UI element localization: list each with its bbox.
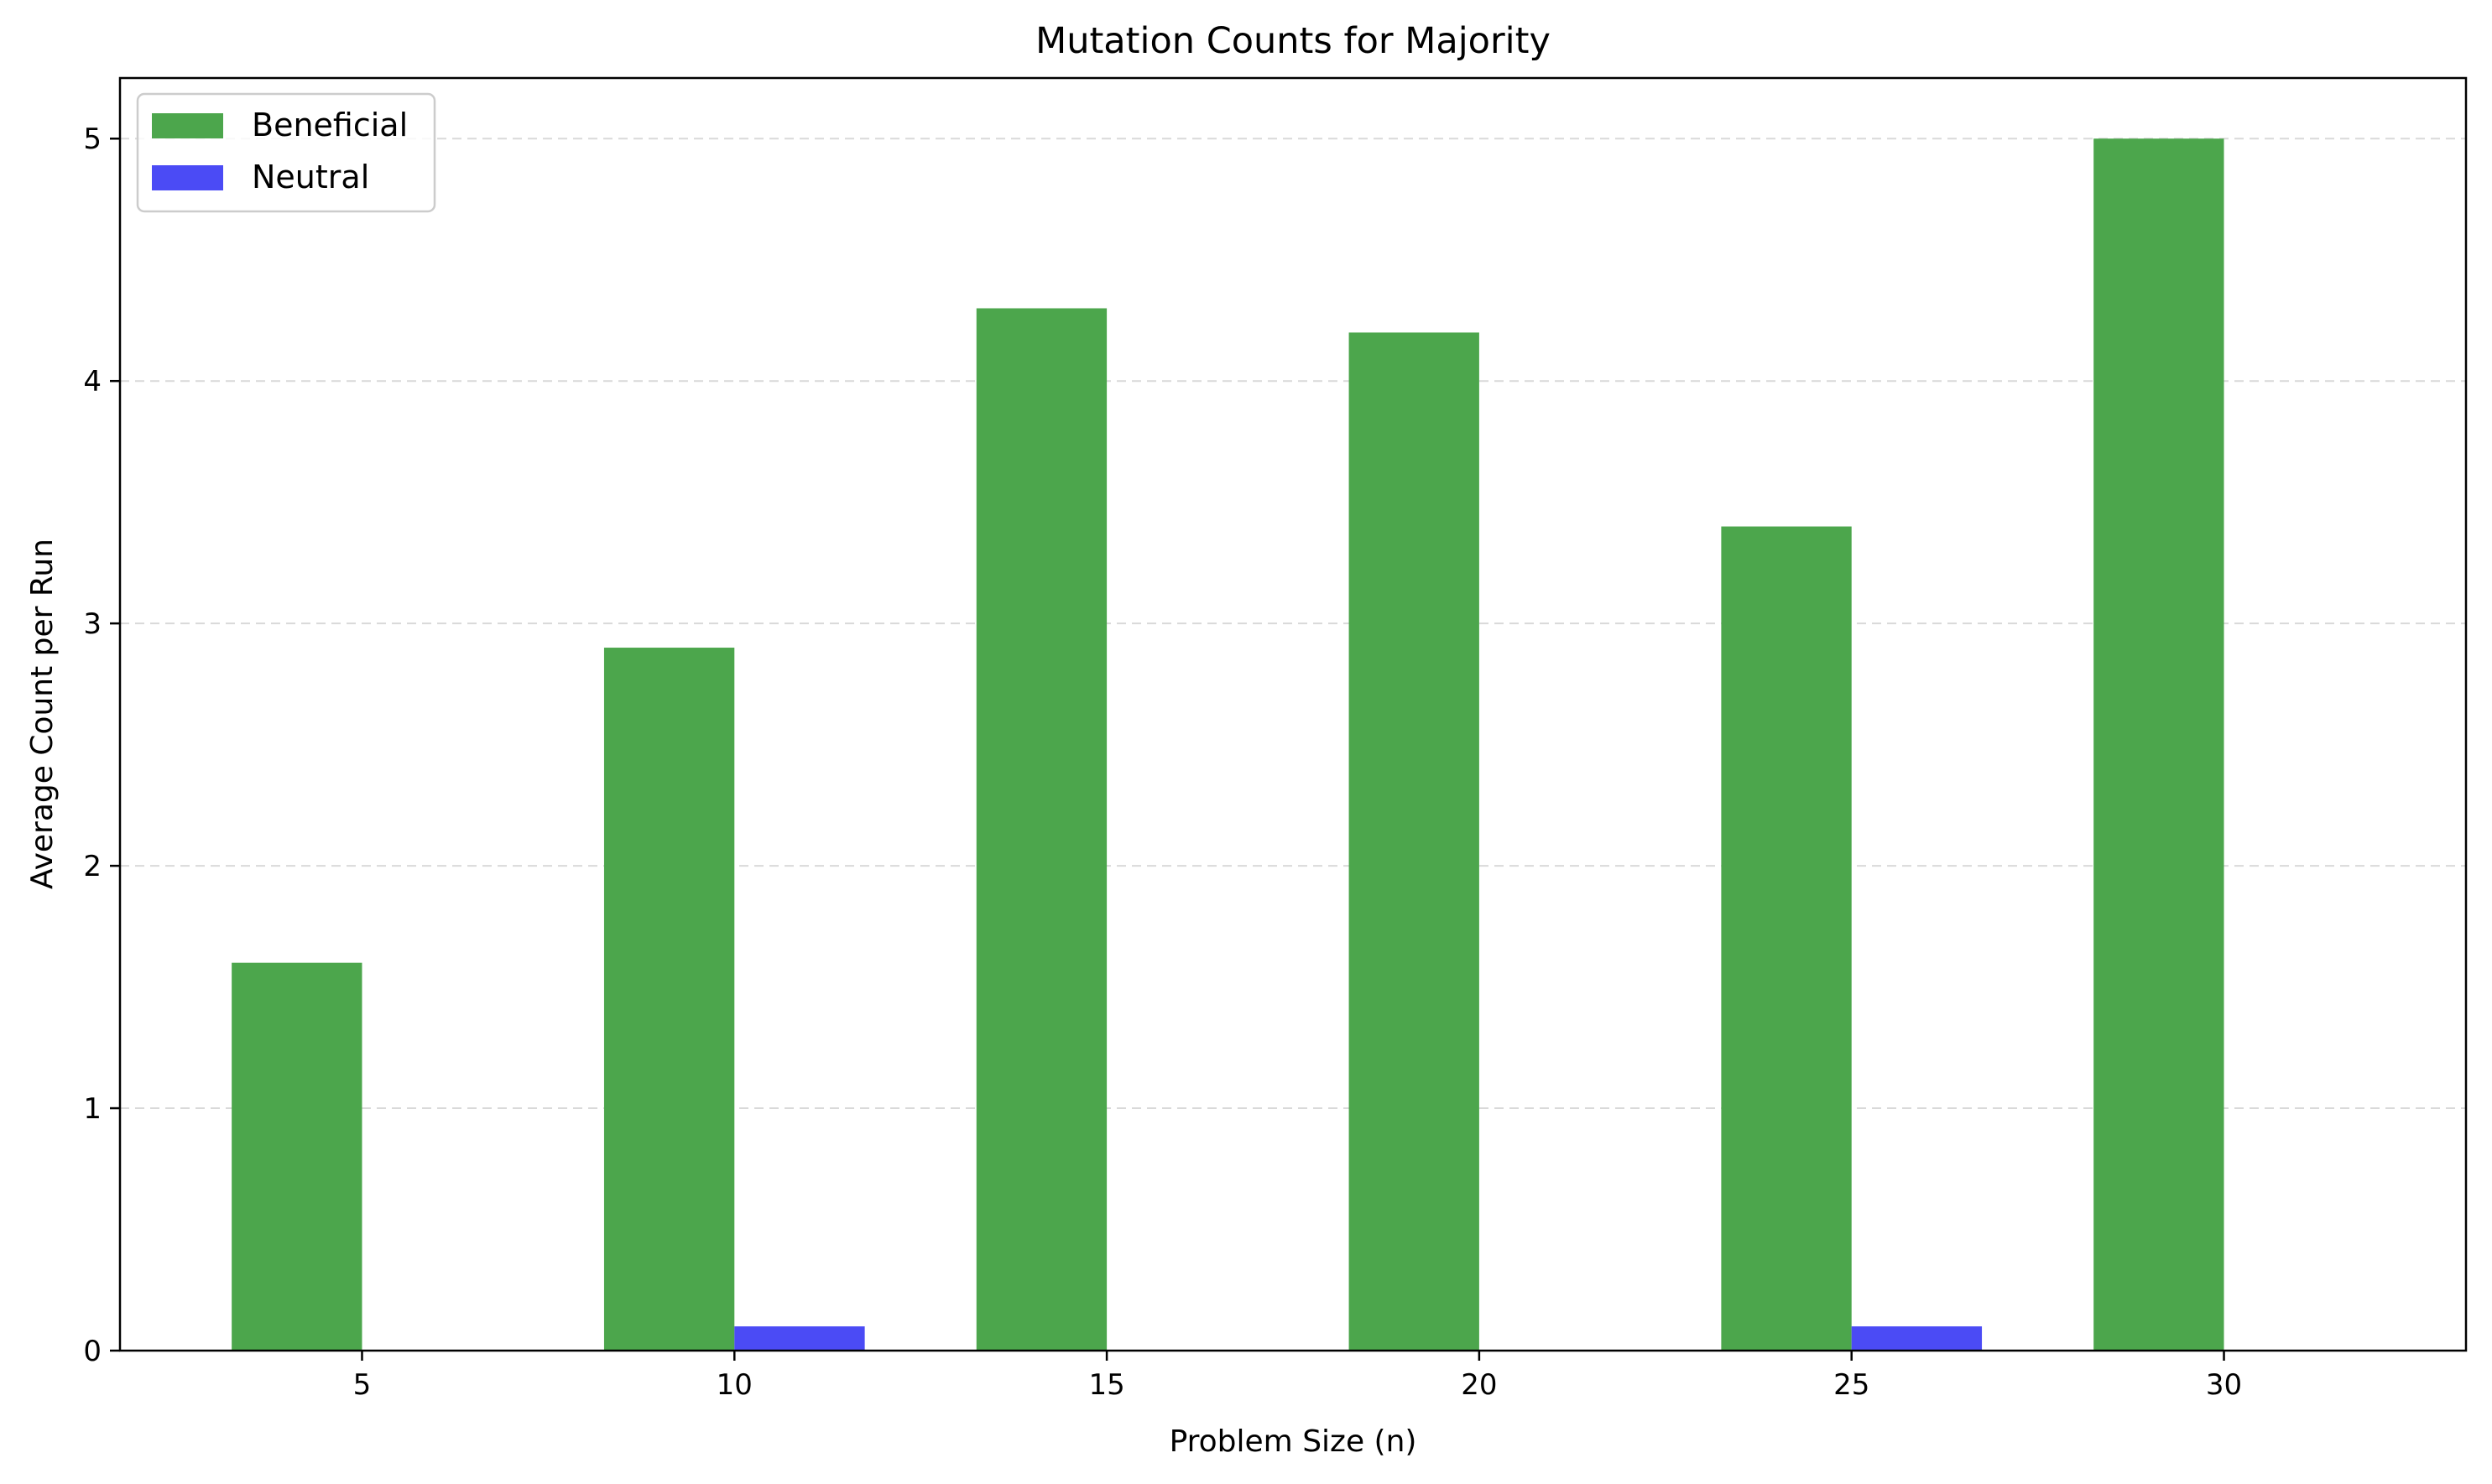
x-axis-label: Problem Size (n) xyxy=(1170,1424,1417,1459)
y-tick-label: 5 xyxy=(83,122,102,156)
y-tick-label: 3 xyxy=(83,607,102,641)
y-tick-label: 2 xyxy=(83,850,102,883)
x-tick-label: 5 xyxy=(353,1368,372,1402)
x-tick-label: 15 xyxy=(1088,1368,1124,1402)
x-tick-label: 25 xyxy=(1833,1368,1869,1402)
x-tick-label: 20 xyxy=(1461,1368,1497,1402)
grid-lines xyxy=(120,138,2466,1110)
x-tick-label: 10 xyxy=(717,1368,753,1402)
bar-beneficial-5 xyxy=(232,962,362,1351)
bar-beneficial-20 xyxy=(1348,332,1479,1351)
bar-beneficial-30 xyxy=(2093,138,2224,1351)
bar-beneficial-25 xyxy=(1721,526,1852,1351)
y-axis-label: Average Count per Run xyxy=(25,539,60,889)
bars xyxy=(232,138,2224,1351)
chart-title: Mutation Counts for Majority xyxy=(1035,20,1551,62)
legend-label-neutral: Neutral xyxy=(252,159,369,195)
legend-swatch-neutral xyxy=(152,165,223,190)
plot-frame xyxy=(118,76,2468,1352)
y-tick-label: 0 xyxy=(83,1335,102,1368)
y-axis-ticks: 0 1 2 3 4 5 xyxy=(83,122,120,1368)
bar-beneficial-10 xyxy=(603,648,735,1351)
x-tick-label: 30 xyxy=(2206,1368,2242,1402)
legend-swatch-beneficial xyxy=(152,113,223,138)
x-axis-ticks: 5 10 15 20 25 30 xyxy=(353,1351,2242,1402)
bar-beneficial-15 xyxy=(976,308,1108,1351)
legend-label-beneficial: Beneficial xyxy=(252,107,408,143)
bar-neutral-25 xyxy=(1851,1326,1983,1351)
y-tick-label: 1 xyxy=(83,1092,102,1126)
y-tick-label: 4 xyxy=(83,365,102,398)
legend: Beneficial Neutral xyxy=(136,92,436,213)
bar-neutral-10 xyxy=(734,1326,865,1351)
